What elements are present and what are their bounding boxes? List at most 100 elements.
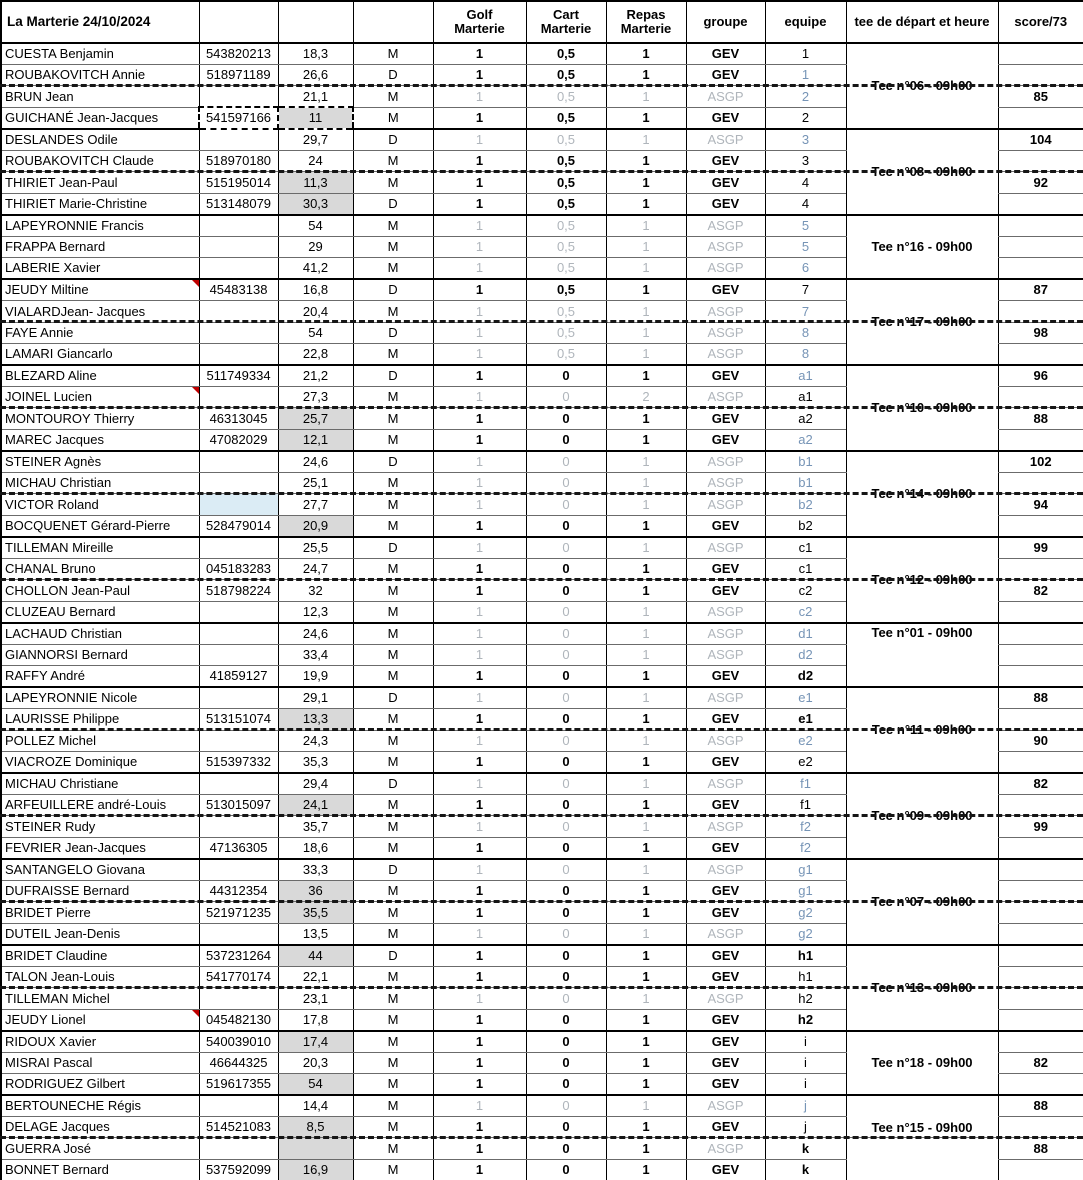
cell-score[interactable] (997, 429, 1083, 452)
cell-license[interactable]: 045183283 (198, 558, 278, 581)
cell-license[interactable] (198, 472, 278, 495)
cell-player-name[interactable]: TALON Jean-Louis (0, 966, 199, 989)
cell-cart[interactable]: 0 (525, 558, 606, 581)
cell-cart[interactable]: 0 (525, 665, 606, 689)
cell-tee-time[interactable]: Tee n°13 - 09h00 (845, 944, 998, 1032)
cell-handicap[interactable]: 44 (277, 944, 353, 967)
cell-golf[interactable]: 1 (432, 429, 526, 452)
cell-gender[interactable]: M (352, 107, 433, 130)
cell-golf[interactable]: 1 (432, 43, 526, 65)
cell-tee-time[interactable] (845, 1137, 998, 1180)
cell-player-name[interactable]: MICHAU Christian (0, 472, 199, 495)
cell-golf[interactable]: 1 (432, 257, 526, 281)
cell-license[interactable] (198, 322, 278, 345)
cell-equipe[interactable]: a2 (764, 429, 846, 452)
cell-handicap[interactable]: 12,1 (277, 429, 353, 452)
cell-handicap[interactable]: 41,2 (277, 257, 353, 281)
cell-player-name[interactable]: BRUN Jean (0, 85, 199, 108)
cell-player-name[interactable]: LAPEYRONNIE Nicole (0, 687, 199, 710)
cell-equipe[interactable]: i (764, 1073, 846, 1096)
cell-cart[interactable]: 0,5 (525, 43, 606, 65)
cell-groupe[interactable]: ASGP (685, 858, 765, 881)
cell-golf[interactable]: 1 (432, 236, 526, 259)
cell-handicap[interactable]: 25,5 (277, 536, 353, 559)
cell-gender[interactable]: M (352, 1073, 433, 1096)
cell-repas[interactable]: 1 (605, 257, 686, 281)
cell-handicap[interactable]: 18,6 (277, 837, 353, 860)
cell-groupe[interactable]: GEV (685, 665, 765, 689)
cell-golf[interactable]: 1 (432, 107, 526, 130)
cell-repas[interactable]: 1 (605, 1030, 686, 1053)
cell-groupe[interactable]: GEV (685, 429, 765, 452)
cell-equipe[interactable]: 3 (764, 128, 846, 151)
cell-handicap[interactable]: 30,3 (277, 193, 353, 216)
cell-license[interactable] (198, 450, 278, 473)
cell-cart[interactable]: 0,5 (525, 107, 606, 130)
cell-player-name[interactable]: SANTANGELO Giovana (0, 858, 199, 881)
sheet-title[interactable]: La Marterie 24/10/2024 (0, 1, 199, 44)
cell-equipe[interactable]: 8 (764, 322, 846, 345)
cell-golf[interactable]: 1 (432, 515, 526, 538)
cell-equipe[interactable]: 8 (764, 343, 846, 367)
cell-player-name[interactable]: GUERRA José (0, 1137, 199, 1160)
cell-player-name[interactable]: RAFFY André (0, 665, 199, 689)
cell-repas[interactable]: 1 (605, 944, 686, 967)
cell-score[interactable]: 94 (997, 493, 1083, 516)
cell-repas[interactable]: 1 (605, 85, 686, 108)
cell-score[interactable]: 98 (997, 322, 1083, 345)
col-header-golf[interactable]: Golf Marterie (432, 1, 526, 44)
cell-groupe[interactable]: ASGP (685, 815, 765, 838)
cell-score[interactable] (997, 966, 1083, 989)
cell-score[interactable] (997, 987, 1083, 1010)
cell-handicap[interactable]: 24,1 (277, 794, 353, 817)
cell-license[interactable] (198, 923, 278, 946)
cell-gender[interactable]: M (352, 665, 433, 689)
cell-repas[interactable]: 1 (605, 1159, 686, 1180)
cell-cart[interactable]: 0,5 (525, 214, 606, 237)
cell-cart[interactable]: 0 (525, 386, 606, 409)
cell-gender[interactable]: M (352, 1009, 433, 1032)
cell-cart[interactable]: 0 (525, 837, 606, 860)
cell-tee-time[interactable]: Tee n°10 - 09h00 (845, 365, 998, 452)
cell-groupe[interactable]: GEV (685, 708, 765, 731)
cell-golf[interactable]: 1 (432, 193, 526, 216)
cell-equipe[interactable]: f2 (764, 815, 846, 838)
cell-gender[interactable]: D (352, 128, 433, 151)
cell-license[interactable] (198, 815, 278, 838)
cell-score[interactable] (997, 257, 1083, 281)
cell-groupe[interactable]: ASGP (685, 257, 765, 281)
cell-player-name[interactable]: MISRAI Pascal (0, 1052, 199, 1075)
cell-golf[interactable]: 1 (432, 472, 526, 495)
cell-license[interactable]: 514521083 (198, 1116, 278, 1139)
cell-repas[interactable]: 1 (605, 1137, 686, 1160)
cell-golf[interactable]: 1 (432, 644, 526, 667)
cell-golf[interactable]: 1 (432, 966, 526, 989)
cell-groupe[interactable]: ASGP (685, 322, 765, 345)
cell-groupe[interactable]: GEV (685, 1030, 765, 1053)
cell-golf[interactable]: 1 (432, 1116, 526, 1139)
cell-tee-time[interactable]: Tee n°08 - 09h00 (845, 128, 998, 216)
cell-golf[interactable]: 1 (432, 1009, 526, 1032)
cell-gender[interactable]: M (352, 493, 433, 516)
cell-groupe[interactable]: GEV (685, 794, 765, 817)
cell-player-name[interactable]: CHANAL Bruno (0, 558, 199, 581)
cell-golf[interactable]: 1 (432, 85, 526, 108)
cell-gender[interactable]: M (352, 343, 433, 367)
cell-score[interactable]: 82 (997, 1052, 1083, 1075)
cell-gender[interactable]: M (352, 515, 433, 538)
cell-handicap[interactable]: 35,5 (277, 901, 353, 924)
cell-tee-time[interactable]: Tee n°07 - 09h00 (845, 858, 998, 946)
cell-golf[interactable]: 1 (432, 558, 526, 581)
cell-equipe[interactable]: j (764, 1116, 846, 1139)
cell-equipe[interactable]: c1 (764, 536, 846, 559)
cell-gender[interactable]: D (352, 64, 433, 87)
cell-score[interactable] (997, 901, 1083, 924)
cell-cart[interactable]: 0 (525, 687, 606, 710)
cell-equipe[interactable]: b1 (764, 450, 846, 473)
cell-repas[interactable]: 1 (605, 751, 686, 774)
cell-score[interactable]: 90 (997, 730, 1083, 752)
cell-cart[interactable]: 0 (525, 730, 606, 752)
cell-golf[interactable]: 1 (432, 150, 526, 173)
cell-player-name[interactable]: STEINER Agnès (0, 450, 199, 473)
cell-player-name[interactable]: ROUBAKOVITCH Claude (0, 150, 199, 173)
